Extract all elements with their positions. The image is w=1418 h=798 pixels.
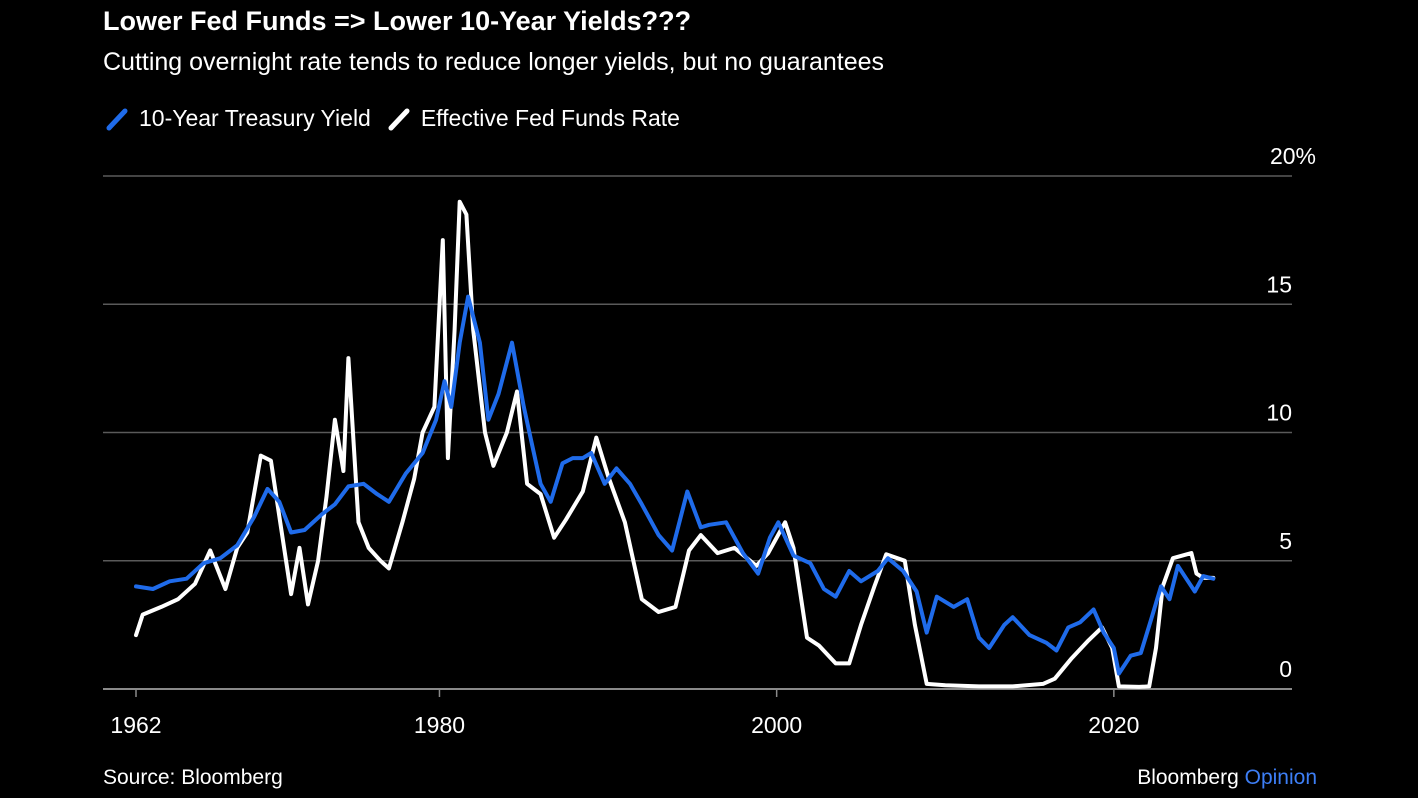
legend-label-ten-year: 10-Year Treasury Yield — [139, 104, 371, 131]
chart-title: Lower Fed Funds => Lower 10-Year Yields?… — [103, 6, 692, 36]
brand-suffix: Opinion — [1244, 766, 1317, 789]
y-tick-label-20: 20% — [1270, 143, 1316, 169]
x-tick-label-1962: 1962 — [110, 712, 161, 738]
x-tick-label-2020: 2020 — [1088, 712, 1139, 738]
source-note: Source: Bloomberg — [103, 766, 283, 789]
grid-lines — [103, 175, 1292, 690]
legend-item-ten-year: 10-Year Treasury Yield — [103, 103, 371, 133]
y-tick-label-0: 0 — [1279, 656, 1292, 682]
series-line-fed-funds — [134, 199, 1216, 689]
y-tick-label-10: 10 — [1266, 400, 1292, 426]
chart-subtitle: Cutting overnight rate tends to reduce l… — [103, 48, 885, 76]
y-axis-ticks: 0 5 10 15 20% — [1266, 143, 1316, 682]
x-axis-ticks: 1962 1980 2000 2020 — [110, 689, 1139, 738]
brand-name: Bloomberg — [1137, 766, 1239, 789]
x-tick-label-2000: 2000 — [751, 712, 802, 738]
legend-swatch-fed-funds — [388, 108, 410, 131]
y-tick-label-15: 15 — [1266, 271, 1292, 297]
brand-logo: Bloomberg Opinion — [1137, 766, 1317, 790]
series-line-ten-year — [134, 294, 1216, 676]
x-tick-label-1980: 1980 — [414, 712, 465, 738]
legend-label-fed-funds: Effective Fed Funds Rate — [420, 104, 680, 131]
legend-item-fed-funds: Effective Fed Funds Rate — [385, 103, 680, 133]
chart-legend: 10-Year Treasury Yield Effective Fed Fun… — [103, 103, 694, 133]
legend-swatch-ten-year — [106, 108, 128, 131]
series-layer — [134, 199, 1216, 689]
y-tick-label-5: 5 — [1279, 528, 1292, 554]
